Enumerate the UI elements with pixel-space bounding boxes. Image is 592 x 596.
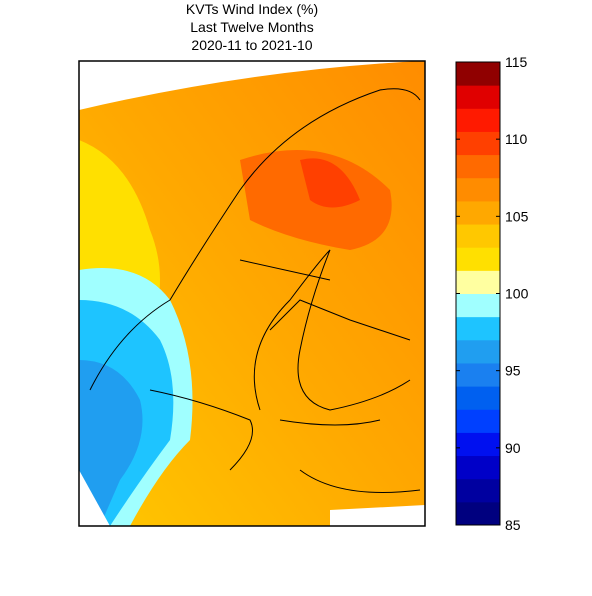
colorbar-tick-label: 105 — [505, 208, 529, 224]
colorbar-tick-label: 85 — [505, 517, 521, 533]
colorbar-band — [456, 293, 500, 318]
colorbar-tick-label: 95 — [505, 363, 521, 379]
colorbar-band — [456, 409, 500, 433]
title-line: 2020-11 to 2021-10 — [191, 37, 312, 53]
colorbar-band — [456, 154, 500, 179]
colorbar-band — [456, 316, 500, 341]
colorbar-band — [456, 247, 500, 271]
map-frame — [78, 60, 426, 527]
colorbar-band — [456, 131, 500, 156]
colorbar-band — [456, 339, 500, 364]
colorbar-band — [456, 270, 500, 294]
colorbar-band — [456, 478, 500, 503]
title-line: Last Twelve Months — [190, 19, 313, 35]
colorbar-band — [456, 432, 500, 457]
colorbar-band — [456, 224, 500, 248]
colorbar-tick-label: 90 — [505, 440, 521, 456]
colorbar-tick-label: 100 — [505, 286, 529, 302]
colorbar-band — [456, 386, 500, 410]
colorbar-band — [456, 200, 500, 225]
colorbar-band — [456, 501, 500, 526]
colorbar-band — [456, 85, 500, 109]
title-line: KVTs Wind Index (%) — [186, 1, 318, 17]
colorbar-band — [456, 62, 500, 86]
colorbar-tick-label: 110 — [505, 131, 528, 147]
map-field — [79, 61, 425, 526]
colorbar-band — [456, 455, 500, 480]
colorbar-tick-label: 115 — [505, 54, 528, 70]
colorbar-band — [456, 177, 500, 202]
colorbar-band — [456, 108, 500, 132]
colorbar-band — [456, 362, 500, 387]
